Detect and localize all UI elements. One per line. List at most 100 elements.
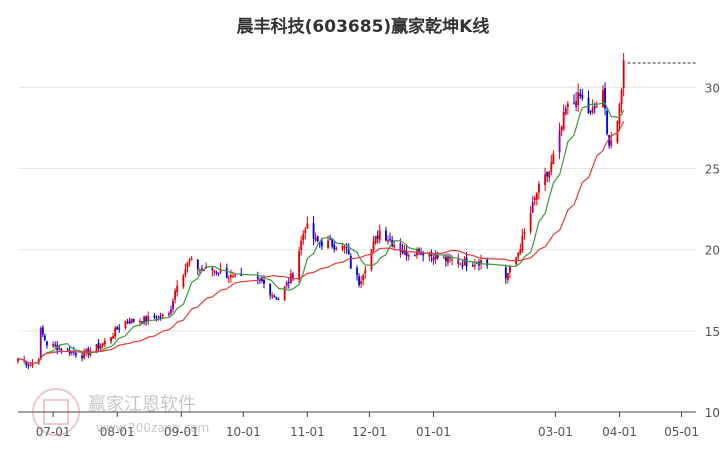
candle-body <box>260 278 263 281</box>
y-tick-label: 10 <box>705 406 720 420</box>
candle-body <box>124 320 127 329</box>
candle-body <box>143 316 146 324</box>
candle-body <box>405 250 408 256</box>
candle-body <box>232 275 234 277</box>
candle-body <box>58 348 61 350</box>
candle-body <box>39 328 42 360</box>
candle-body <box>517 252 520 258</box>
candlesticks <box>17 53 625 370</box>
candle-body <box>182 275 185 287</box>
candle-body <box>407 255 410 257</box>
candle-body <box>229 275 232 278</box>
candle-body <box>118 328 121 330</box>
candle-body <box>83 351 86 359</box>
candle-body <box>393 244 396 248</box>
candle-body <box>213 270 216 273</box>
candle-body <box>575 101 578 107</box>
candle-body <box>378 230 381 241</box>
y-tick-label: 15 <box>705 325 720 339</box>
candle-body <box>188 259 191 263</box>
candle-body <box>558 130 561 153</box>
candle-body <box>320 241 323 247</box>
candle-body <box>54 344 57 346</box>
candle-body <box>521 235 524 251</box>
candle-body <box>403 250 406 255</box>
candle-body <box>593 106 596 109</box>
candle-body <box>170 309 172 314</box>
candle-body <box>432 257 435 261</box>
candle-body <box>314 237 317 241</box>
candle-body <box>579 93 582 97</box>
candle-body <box>376 235 379 239</box>
x-tick-label: 03-01 <box>538 425 573 439</box>
candle-body <box>60 348 63 351</box>
candle-body <box>577 92 580 105</box>
candle-body <box>564 108 567 114</box>
candle-body <box>201 268 203 270</box>
candle-body <box>283 286 286 301</box>
candle-body <box>399 243 402 252</box>
candle-body <box>217 272 220 274</box>
candle-body <box>153 315 156 318</box>
candle-body <box>434 254 437 260</box>
y-axis-ticks: 10 15 20 25 30 <box>705 81 720 420</box>
candle-body <box>608 135 611 146</box>
candle-body <box>43 335 46 341</box>
candle-body <box>447 255 449 263</box>
candle-body <box>97 342 100 349</box>
y-tick-label: 30 <box>705 81 720 95</box>
candle-body <box>544 174 547 186</box>
candle-body <box>533 197 536 200</box>
candle-body <box>335 248 338 250</box>
candle-body <box>306 223 309 229</box>
candle-body <box>298 251 301 280</box>
candle-body <box>174 290 177 300</box>
candle-body <box>300 240 303 250</box>
candle-body <box>234 274 236 277</box>
candle-body <box>509 265 511 273</box>
candle-body <box>256 276 259 279</box>
candle-body <box>114 327 117 337</box>
candle-body <box>506 273 509 280</box>
x-tick-label: 01-01 <box>416 425 451 439</box>
candle-body <box>316 236 319 242</box>
candle-body <box>459 263 462 265</box>
candle-body <box>548 171 551 178</box>
candle-body <box>41 327 44 335</box>
candle-body <box>101 343 104 347</box>
candle-body <box>622 60 625 89</box>
watermark-url: www.200zann.com <box>96 421 210 435</box>
candle-body <box>457 258 460 265</box>
candle-body <box>215 272 218 274</box>
candle-body <box>581 95 584 99</box>
candle-body <box>46 341 48 346</box>
candle-body <box>66 349 69 351</box>
x-tick-label: 09-01 <box>164 425 199 439</box>
candle-body <box>372 241 375 250</box>
candle-body <box>546 172 549 177</box>
candle-body <box>29 365 32 367</box>
candle-body <box>157 316 160 319</box>
candle-body <box>95 344 98 352</box>
candle-body <box>27 364 30 366</box>
candle-body <box>389 238 392 240</box>
candle-body <box>25 361 28 366</box>
x-tick-label: 05-01 <box>664 425 699 439</box>
candle-body <box>287 282 290 284</box>
candle-body <box>211 267 214 271</box>
candle-body <box>422 252 425 256</box>
candle-body <box>566 103 569 108</box>
candle-body <box>606 111 609 134</box>
candle-body <box>258 279 261 281</box>
candle-body <box>504 267 507 279</box>
x-tick-label: 04-01 <box>602 425 637 439</box>
x-tick-label: 11-01 <box>290 425 325 439</box>
candle-body <box>349 255 352 269</box>
candle-body <box>271 294 274 297</box>
candle-body <box>31 362 34 366</box>
watermark-logo-icon <box>32 388 80 436</box>
candle-body <box>285 282 288 287</box>
candle-body <box>523 231 526 234</box>
candle-body <box>273 296 276 298</box>
candle-body <box>141 321 143 324</box>
